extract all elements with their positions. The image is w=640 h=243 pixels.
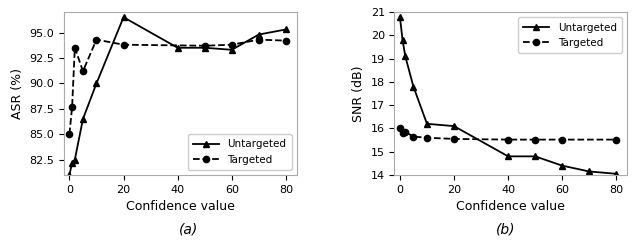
Legend: Untargeted, Targeted: Untargeted, Targeted: [188, 134, 291, 170]
Targeted: [201, 44, 209, 47]
Untargeted: [410, 85, 417, 88]
Untargeted: [423, 122, 431, 125]
Untargeted: [120, 16, 127, 19]
Untargeted: [586, 170, 593, 173]
Untargeted: [65, 174, 73, 176]
Untargeted: [399, 39, 406, 42]
Untargeted: [93, 82, 100, 85]
Line: Targeted: Targeted: [397, 125, 620, 143]
Targeted: [450, 138, 458, 140]
Untargeted: [71, 158, 79, 161]
Untargeted: [559, 164, 566, 167]
Targeted: [396, 127, 404, 130]
Untargeted: [282, 28, 290, 31]
Y-axis label: ASR (%): ASR (%): [11, 68, 24, 119]
Untargeted: [174, 46, 182, 49]
Targeted: [68, 105, 76, 108]
Untargeted: [450, 125, 458, 128]
X-axis label: Confidence value: Confidence value: [126, 200, 235, 213]
Line: Untargeted: Untargeted: [67, 14, 289, 178]
Untargeted: [612, 172, 620, 175]
Targeted: [559, 138, 566, 141]
Untargeted: [531, 155, 539, 158]
Targeted: [255, 38, 262, 41]
Untargeted: [79, 118, 87, 121]
Targeted: [79, 70, 87, 73]
Text: (a): (a): [179, 222, 198, 236]
Legend: Untargeted, Targeted: Untargeted, Targeted: [518, 17, 622, 53]
Targeted: [423, 136, 431, 139]
Line: Targeted: Targeted: [67, 36, 289, 137]
Targeted: [504, 138, 512, 141]
Text: (b): (b): [496, 222, 515, 236]
Targeted: [612, 138, 620, 141]
Targeted: [399, 132, 406, 135]
Untargeted: [228, 48, 236, 51]
Untargeted: [396, 15, 404, 18]
Untargeted: [401, 55, 409, 58]
Targeted: [401, 130, 409, 133]
Targeted: [120, 43, 127, 46]
X-axis label: Confidence value: Confidence value: [456, 200, 565, 213]
Targeted: [282, 39, 290, 42]
Untargeted: [68, 161, 76, 164]
Untargeted: [255, 33, 262, 36]
Targeted: [71, 46, 79, 49]
Untargeted: [504, 155, 512, 158]
Targeted: [531, 138, 539, 141]
Untargeted: [201, 46, 209, 49]
Targeted: [93, 38, 100, 41]
Targeted: [65, 133, 73, 136]
Line: Untargeted: Untargeted: [397, 14, 620, 177]
Targeted: [410, 135, 417, 138]
Targeted: [228, 43, 236, 46]
Y-axis label: SNR (dB): SNR (dB): [352, 65, 365, 122]
